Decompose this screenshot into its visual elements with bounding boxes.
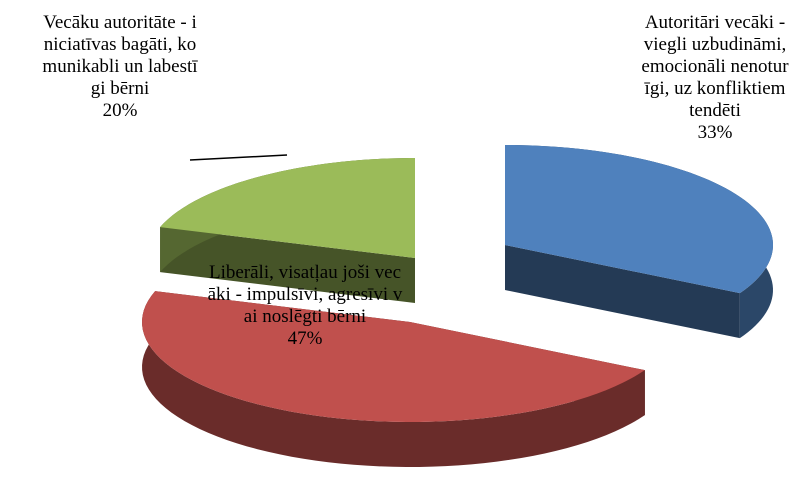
slice-side (160, 227, 415, 303)
category-label: Vecāku autoritāte - iniciatīvas bagāti, … (42, 12, 198, 99)
category-label: Autoritāri vecāki - viegli uzbudināmi, e… (641, 12, 789, 121)
slice (142, 291, 645, 422)
labels: Vecāku autoritāte - iniciatīvas bagāti, … (40, 12, 790, 350)
data-label: Liberāli, visatļau joši vecāki - impulsī… (205, 262, 405, 350)
value-label: 20% (102, 100, 138, 121)
data-label: Vecāku autoritāte - iniciatīvas bagāti, … (40, 12, 200, 122)
leader-line (189, 154, 288, 161)
category-label: Liberāli, visatļau joši vecāki - impulsī… (207, 262, 403, 327)
value-label: 33% (697, 122, 733, 143)
slice-wall (142, 291, 645, 467)
pie (142, 145, 773, 467)
slice (160, 158, 415, 258)
slice-side (505, 245, 740, 339)
label-text: Autoritāri vecāki - viegli uzbudināmi, e… (640, 12, 790, 144)
label-text: Vecāku autoritāte - iniciatīvas bagāti, … (40, 12, 200, 122)
slice (505, 145, 773, 294)
value-label: 47% (287, 328, 323, 349)
label-text: Liberāli, visatļau joši vecāki - impulsī… (205, 262, 405, 350)
data-label: Autoritāri vecāki - viegli uzbudināmi, e… (640, 12, 790, 144)
